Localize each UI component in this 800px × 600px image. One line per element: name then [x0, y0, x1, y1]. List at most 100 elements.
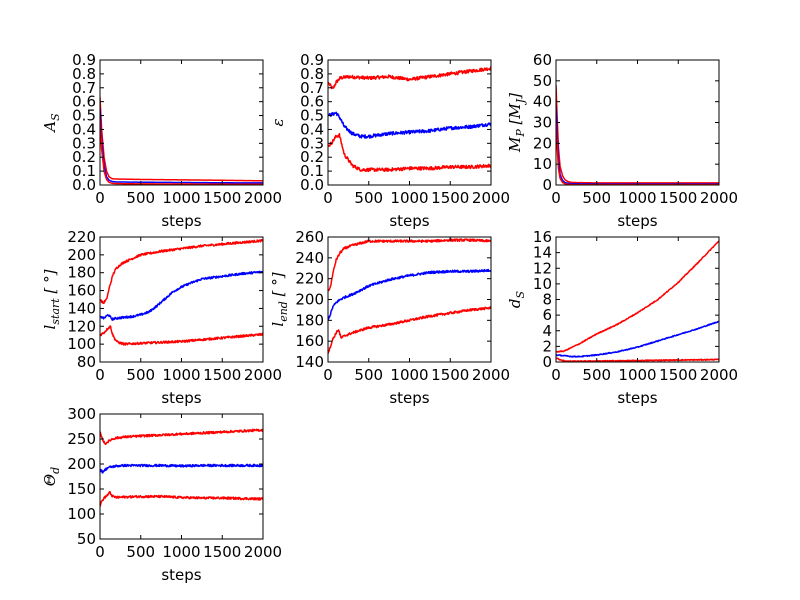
y-tick-label: 300	[67, 405, 96, 423]
y-tick-label: 200	[295, 291, 324, 309]
y-tick-label: 0.1	[300, 162, 324, 180]
y-axis-label: lend [ °]	[269, 272, 290, 326]
x-tick-label: 1500	[431, 366, 469, 384]
series-line-Theta_d-0	[100, 428, 263, 446]
axes-frame	[99, 59, 264, 186]
y-tick-label: 180	[67, 264, 96, 282]
x-tick-label: 2000	[472, 189, 510, 207]
y-tick-label: 140	[295, 353, 324, 371]
y-tick-label: 0.9	[300, 51, 324, 69]
series-line-epsilon-0	[328, 66, 491, 90]
series-line-l_end-1	[328, 268, 491, 321]
series-line-Theta_d-1	[100, 463, 263, 474]
y-tick-label: 0	[542, 176, 552, 194]
series-line-epsilon-2	[328, 132, 491, 173]
y-tick-label: 250	[67, 430, 96, 448]
x-tick-label: 500	[354, 189, 383, 207]
y-tick-label: 10	[533, 275, 552, 293]
x-tick-label: 500	[354, 366, 383, 384]
y-axis-label: AS	[41, 113, 62, 134]
y-tick-label: 150	[67, 480, 96, 498]
series-line-d_S-1	[556, 320, 719, 358]
x-axis-label: steps	[617, 212, 657, 230]
y-tick-label: 0.5	[72, 107, 96, 125]
panel-Theta_d: 0 500 1000 1500 2000 50 100 150 200 250 300 steps Θd	[41, 405, 282, 584]
x-tick-label: 0	[323, 366, 333, 384]
y-tick-label: 140	[67, 299, 96, 317]
y-tick-label: 50	[77, 530, 96, 548]
series-line-epsilon-1	[328, 111, 491, 139]
y-tick-label: 0.1	[72, 162, 96, 180]
panel-l_end: 0 500 1000 1500 2000 140 160 180 200 220 240 260 ste…	[269, 228, 510, 407]
y-tick-label: 0.8	[300, 65, 324, 83]
x-tick-label: 2000	[700, 366, 738, 384]
series-line-l_start-0	[100, 238, 263, 304]
y-tick-label: 40	[533, 93, 552, 111]
y-axis-label: lstart [ °]	[41, 269, 62, 329]
x-tick-label: 500	[126, 189, 155, 207]
y-tick-label: 2	[542, 337, 552, 355]
series-line-l_start-1	[100, 270, 263, 321]
y-tick-label: 0.0	[72, 176, 96, 194]
y-tick-label: 0.4	[72, 120, 96, 138]
x-tick-label: 1500	[659, 366, 697, 384]
y-axis-label: MP [MJ]	[506, 93, 527, 153]
y-tick-label: 100	[67, 505, 96, 523]
y-tick-label: 0.6	[72, 93, 96, 111]
axes-frame	[99, 413, 264, 540]
y-tick-label: 200	[67, 455, 96, 473]
y-tick-label: 14	[533, 244, 552, 262]
x-tick-label: 1500	[203, 543, 241, 561]
series-line-A_S-0	[100, 97, 263, 182]
series-line-l_end-0	[328, 238, 491, 292]
y-tick-label: 0.4	[300, 120, 324, 138]
y-tick-label: 260	[295, 228, 324, 246]
series-line-A_S-2	[100, 118, 263, 185]
x-tick-label: 2000	[244, 543, 282, 561]
y-tick-label: 0.8	[72, 65, 96, 83]
axes-frame	[327, 236, 492, 363]
x-tick-label: 2000	[244, 366, 282, 384]
x-axis-label: steps	[389, 212, 429, 230]
x-tick-label: 1000	[618, 189, 656, 207]
y-tick-label: 0.0	[300, 176, 324, 194]
y-tick-label: 30	[533, 114, 552, 132]
y-tick-label: 0.7	[300, 79, 324, 97]
x-tick-label: 0	[95, 543, 105, 561]
x-axis-label: steps	[389, 389, 429, 407]
y-tick-label: 10	[533, 155, 552, 173]
series-line-l_start-2	[100, 325, 263, 346]
series-line-M_P-2	[556, 122, 719, 185]
y-tick-label: 80	[77, 353, 96, 371]
x-tick-label: 0	[551, 189, 561, 207]
y-tick-label: 4	[542, 322, 552, 340]
axes-frame	[555, 59, 720, 186]
panel-epsilon: 0 500 1000 1500 2000 0.00.10.20.30.40.50.60.7…	[269, 51, 510, 230]
y-tick-label: 8	[542, 291, 552, 309]
x-tick-label: 1000	[390, 366, 428, 384]
y-tick-label: 16	[533, 228, 552, 246]
y-axis-label: Θd	[41, 467, 62, 486]
x-tick-label: 500	[582, 189, 611, 207]
x-tick-label: 500	[582, 366, 611, 384]
series-line-Theta_d-2	[100, 490, 263, 507]
y-tick-label: 0.7	[72, 79, 96, 97]
y-tick-label: 0.6	[300, 93, 324, 111]
x-axis-label: steps	[161, 566, 201, 584]
x-tick-label: 0	[551, 366, 561, 384]
panel-A_S: 0 500 1000 1500 2000 0.00.10.20.30.40.50.60.7…	[41, 51, 282, 230]
x-tick-label: 1000	[390, 189, 428, 207]
y-tick-label: 200	[67, 246, 96, 264]
x-tick-label: 0	[323, 189, 333, 207]
y-tick-label: 6	[542, 306, 552, 324]
series-line-d_S-0	[556, 240, 719, 353]
x-tick-label: 1500	[431, 189, 469, 207]
y-tick-label: 0	[542, 353, 552, 371]
x-tick-label: 1500	[659, 189, 697, 207]
x-axis-label: steps	[617, 389, 657, 407]
y-tick-label: 50	[533, 72, 552, 90]
y-tick-label: 0.5	[300, 107, 324, 125]
